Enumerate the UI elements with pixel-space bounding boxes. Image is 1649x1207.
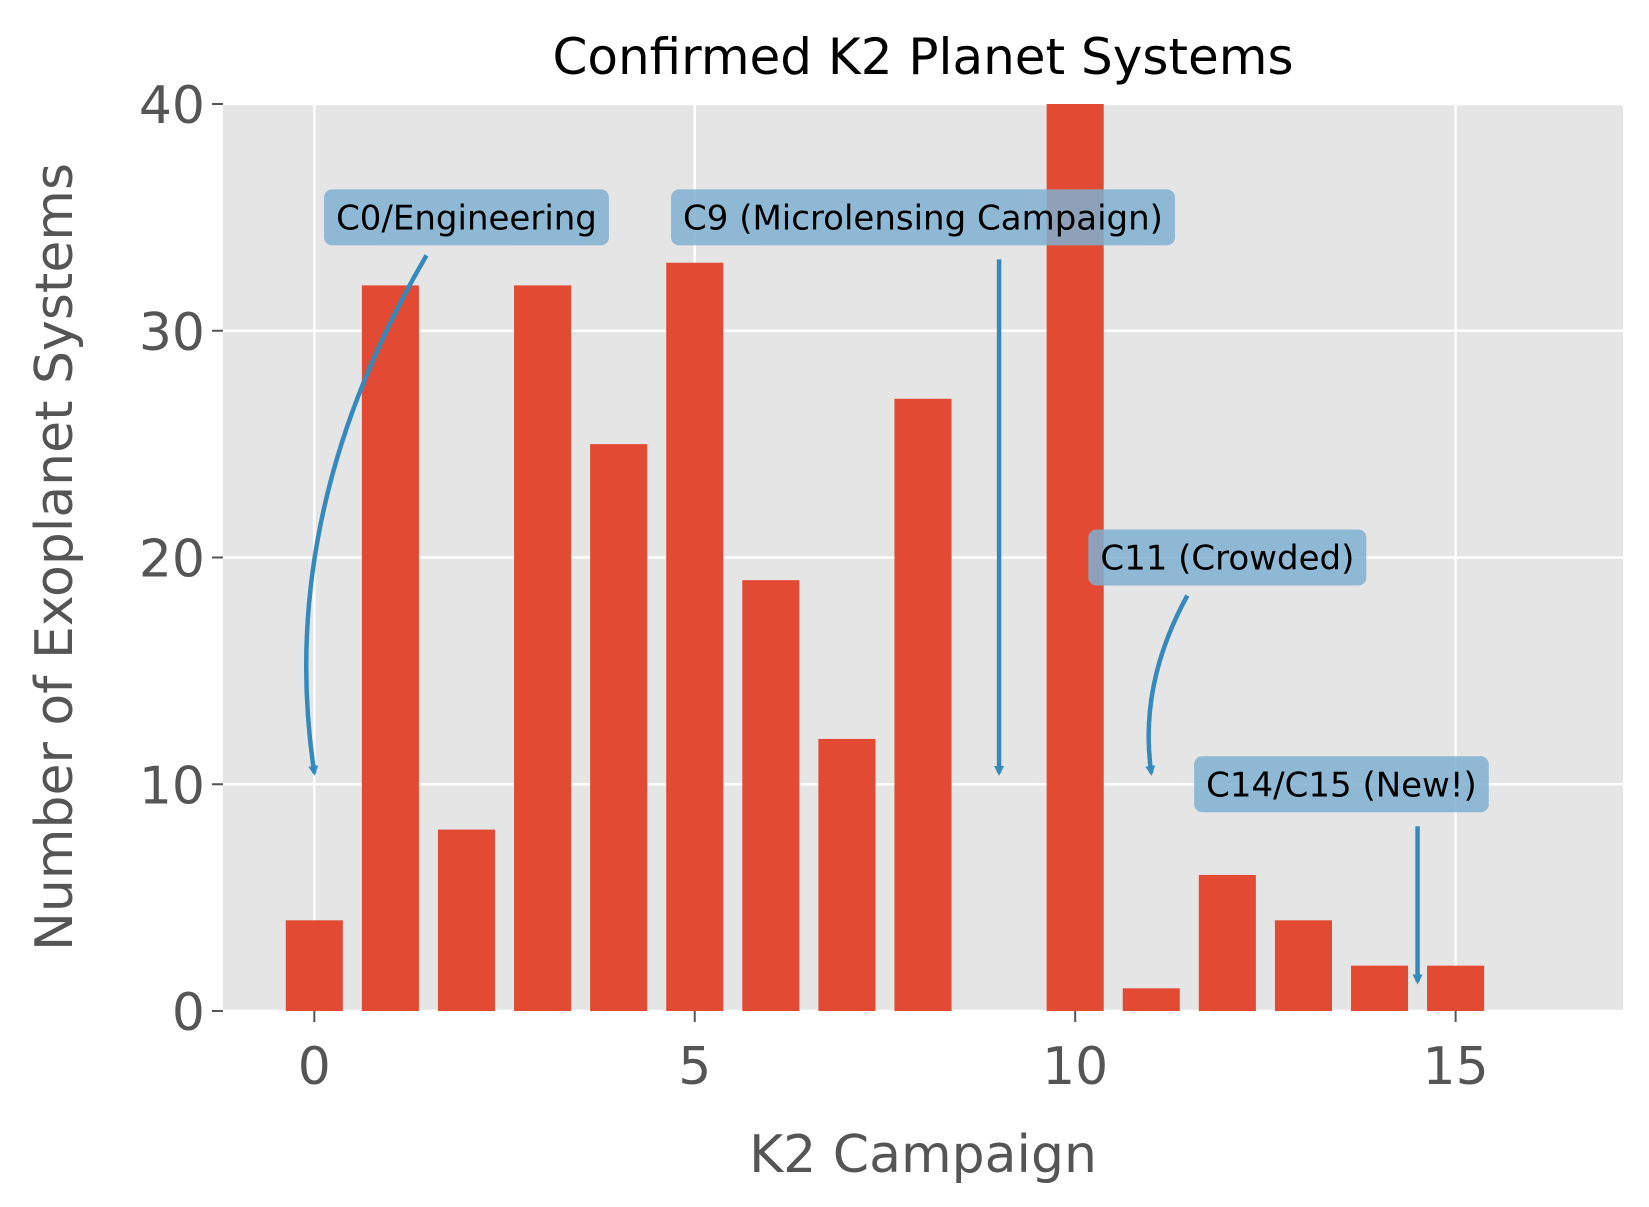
annotation: C9 (Microlensing Campaign) <box>671 189 1175 776</box>
chart-title: Confirmed K2 Planet Systems <box>552 28 1293 86</box>
annotation-label: C0/Engineering <box>336 198 597 238</box>
x-tick-label: 0 <box>298 1037 331 1097</box>
bar <box>818 738 876 1011</box>
bar <box>514 285 572 1011</box>
annotation-label: C11 (Crowded) <box>1100 539 1354 579</box>
bar <box>666 262 724 1012</box>
bar <box>1274 920 1332 1011</box>
bar <box>437 829 496 1011</box>
annotation-label: C9 (Microlensing Campaign) <box>683 198 1163 238</box>
annotation-label: C14/C15 (New!) <box>1206 765 1477 805</box>
annotation-arrow <box>303 254 429 776</box>
bar <box>285 920 343 1011</box>
annotation: C11 (Crowded) <box>1088 529 1367 776</box>
x-tick-label: 5 <box>678 1037 711 1097</box>
bar <box>361 285 419 1011</box>
x-axis-label: K2 Campaign <box>749 1125 1097 1185</box>
y-tick-label: 0 <box>172 983 205 1043</box>
y-tick-label: 10 <box>139 756 205 816</box>
x-tick-label: 10 <box>1042 1037 1108 1097</box>
bar <box>1350 965 1409 1011</box>
annotation-box <box>324 189 609 246</box>
bars <box>285 104 1485 1012</box>
y-tick-label: 30 <box>139 303 205 363</box>
bar <box>1198 874 1256 1011</box>
bar <box>742 580 800 1011</box>
annotation-arrow <box>1145 594 1190 776</box>
axis-ticks: 0 5 10 15 0 10 20 30 40 <box>139 76 1489 1097</box>
x-tick-label: 15 <box>1423 1037 1489 1097</box>
y-tick-label: 20 <box>139 530 205 590</box>
annotation-box <box>671 189 1175 246</box>
annotations: C0/Engineering C9 (Microlensing Campaign)… <box>303 189 1489 985</box>
bar <box>1427 965 1485 1011</box>
bar <box>1122 988 1180 1011</box>
bar <box>894 398 952 1011</box>
annotation-box <box>1088 529 1367 586</box>
bar <box>590 444 648 1011</box>
y-tick-label: 40 <box>139 76 205 136</box>
y-axis-label: Number of Exoplanet Systems <box>25 163 85 951</box>
annotation: C0/Engineering <box>303 189 609 776</box>
annotation-box <box>1194 756 1489 813</box>
annotation: C14/C15 (New!) <box>1194 756 1489 985</box>
